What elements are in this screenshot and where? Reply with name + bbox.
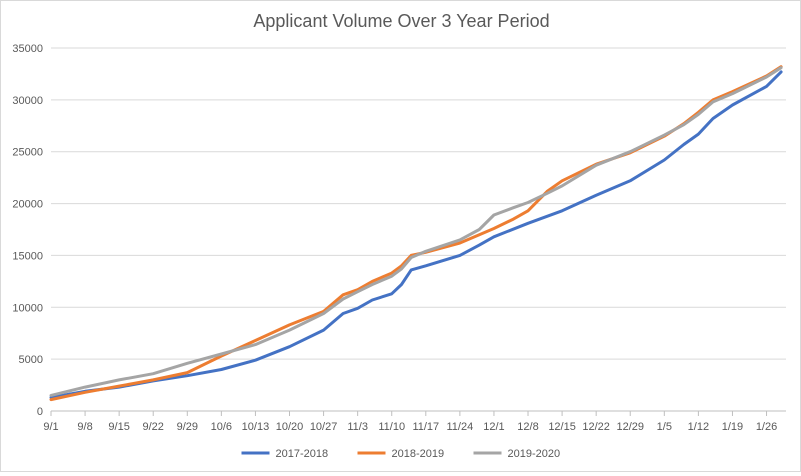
- x-tick-label: 10/27: [310, 421, 338, 433]
- x-tick-label: 12/8: [517, 421, 538, 433]
- x-tick-label: 11/3: [347, 421, 368, 433]
- x-tick-label: 9/1: [43, 421, 58, 433]
- series-line-2018-2019: [49, 65, 783, 402]
- series-line-2017-2018: [49, 70, 783, 399]
- x-tick-label: 1/19: [722, 421, 743, 433]
- x-tick-label: 1/26: [756, 421, 777, 433]
- x-tick-label: 12/15: [548, 421, 576, 433]
- gridlines: [51, 47, 786, 412]
- y-tick-label: 25000: [12, 147, 43, 159]
- y-tick-label: 0: [37, 406, 43, 418]
- legend-label: 2017-2018: [276, 448, 329, 460]
- y-tick-label: 35000: [12, 43, 43, 55]
- y-tick-label: 20000: [12, 199, 43, 211]
- x-tick-label: 9/15: [108, 421, 129, 433]
- y-tick-label: 15000: [12, 250, 43, 262]
- x-tick-label: 1/12: [688, 421, 709, 433]
- x-tick-label: 9/29: [177, 421, 198, 433]
- x-tick-label: 10/13: [242, 421, 270, 433]
- y-tick-label: 30000: [12, 95, 43, 107]
- x-tick-label: 10/6: [211, 421, 232, 433]
- x-tick-label: 9/22: [143, 421, 164, 433]
- y-tick-label: 10000: [12, 302, 43, 314]
- x-tick-label: 1/5: [657, 421, 672, 433]
- axes: 0 5000 10000 15000 20000 25000 30000 35000 9/1 9/…: [12, 43, 777, 433]
- x-tick-label: 9/8: [77, 421, 92, 433]
- series-lines: [49, 65, 783, 402]
- x-tick-label: 12/22: [582, 421, 610, 433]
- x-tick-label: 11/10: [378, 421, 405, 433]
- legend-label: 2018-2019: [392, 448, 445, 460]
- y-tick-label: 5000: [19, 354, 43, 366]
- x-tick-label: 12/29: [616, 421, 644, 433]
- legend: 2017-2018 2018-2019 2019-2020: [241, 448, 561, 460]
- chart-title: Applicant Volume Over 3 Year Period: [253, 11, 550, 31]
- x-tick-label: 11/24: [447, 421, 474, 433]
- series-line-2019-2020: [49, 66, 783, 397]
- x-tick-label: 12/1: [483, 421, 504, 433]
- legend-label: 2019-2020: [508, 448, 561, 460]
- x-tick-label: 10/20: [276, 421, 304, 433]
- x-tick-label: 11/17: [412, 421, 439, 433]
